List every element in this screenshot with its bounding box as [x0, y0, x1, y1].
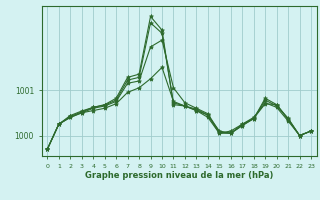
X-axis label: Graphe pression niveau de la mer (hPa): Graphe pression niveau de la mer (hPa): [85, 171, 273, 180]
